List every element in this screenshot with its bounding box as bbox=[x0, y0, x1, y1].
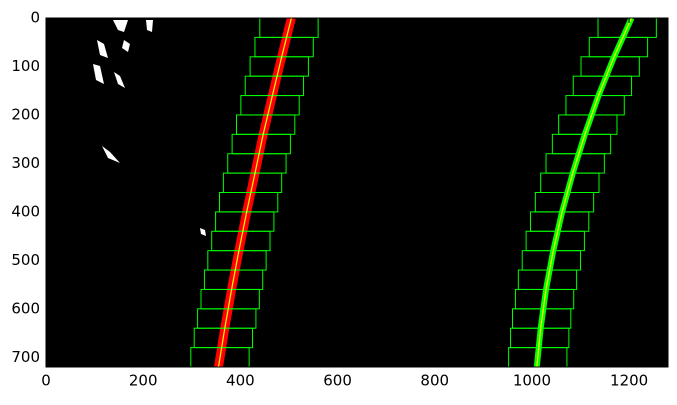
search-window bbox=[190, 347, 250, 367]
blob bbox=[113, 20, 128, 32]
y-tick-label: 300 bbox=[11, 154, 40, 172]
blob bbox=[102, 146, 120, 163]
x-tick-label: 1200 bbox=[610, 372, 648, 390]
y-tick-label: 400 bbox=[11, 202, 40, 220]
noise-blobs bbox=[93, 20, 206, 236]
x-tick-label: 1000 bbox=[513, 372, 551, 390]
x-tick-label: 800 bbox=[420, 372, 449, 390]
plot-area bbox=[93, 18, 657, 367]
y-tick-label: 700 bbox=[11, 348, 40, 366]
blob bbox=[122, 40, 130, 52]
blob bbox=[97, 40, 108, 58]
y-tick-label: 200 bbox=[11, 105, 40, 123]
y-tick-label: 0 bbox=[30, 9, 40, 27]
lane-fit bbox=[217, 18, 292, 367]
blob bbox=[146, 20, 153, 32]
search-window bbox=[508, 347, 568, 367]
axes-frame bbox=[45, 17, 669, 368]
x-tick-label: 0 bbox=[41, 372, 51, 390]
blob bbox=[200, 228, 206, 236]
x-tick-label: 200 bbox=[129, 372, 158, 390]
x-tick-label: 600 bbox=[323, 372, 352, 390]
blob bbox=[93, 64, 104, 84]
y-tick-label: 600 bbox=[11, 299, 40, 317]
y-tick-label: 500 bbox=[11, 251, 40, 269]
blob bbox=[114, 72, 125, 88]
x-tick-label: 400 bbox=[226, 372, 255, 390]
y-tick-label: 100 bbox=[11, 57, 40, 75]
lane-fit bbox=[536, 18, 633, 367]
